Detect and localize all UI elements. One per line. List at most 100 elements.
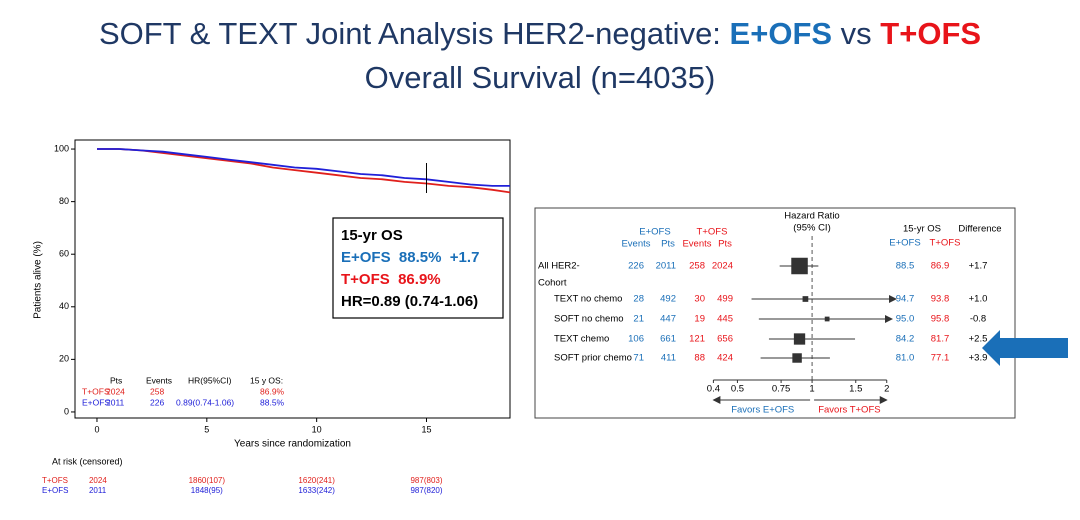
- annotation-box: [332, 217, 504, 319]
- diff-cell: -0.8: [970, 314, 986, 325]
- summary-cell: 88.5%: [260, 397, 285, 407]
- x-tick-label: 0.4: [707, 384, 720, 395]
- hr-box: [791, 257, 808, 275]
- x-tick-label: 0.75: [772, 384, 791, 395]
- count-cell: 656: [717, 334, 733, 345]
- x-tick-label: 0.5: [731, 384, 744, 395]
- os-column: E+OFS: [889, 238, 920, 249]
- annotation-line: T+OFS 86.9%: [341, 271, 441, 288]
- summary-header: Events: [146, 375, 172, 385]
- column-header: Pts: [718, 239, 732, 250]
- legend-label: E+OFS: [82, 397, 110, 407]
- count-cell: 411: [661, 353, 676, 364]
- count-cell: 71: [633, 353, 644, 364]
- summary-cell: 258: [150, 386, 164, 396]
- y-tick-label: 20: [59, 354, 69, 364]
- count-cell: 21: [633, 314, 644, 325]
- row-label: TEXT no chemo: [554, 294, 622, 305]
- diff-cell: +2.5: [969, 334, 988, 345]
- os-cell: 95.8: [931, 314, 950, 325]
- y-tick-label: 100: [54, 143, 69, 153]
- count-cell: 661: [660, 334, 676, 345]
- group-header: T+OFS: [697, 227, 728, 238]
- y-tick-label: 60: [59, 249, 69, 259]
- x-tick-label: 0: [94, 424, 99, 434]
- x-tick-label: 15: [422, 424, 432, 434]
- os-cell: 81.7: [931, 334, 950, 345]
- summary-header: 15 y OS:: [250, 375, 283, 385]
- row-label: All HER2-: [538, 261, 580, 272]
- hr-title: Hazard Ratio: [784, 211, 839, 222]
- count-cell: 2024: [712, 261, 733, 272]
- os-cell: 88.5: [896, 261, 915, 272]
- row-label: SOFT prior chemo: [554, 353, 632, 364]
- x-tick-label: 1: [809, 384, 814, 395]
- count-cell: 226: [628, 261, 644, 272]
- annotation-line: 15-yr OS: [341, 227, 403, 244]
- x-tick-label: 10: [312, 424, 322, 434]
- count-cell: 106: [628, 334, 644, 345]
- summary-cell: 2024: [106, 386, 125, 396]
- os-cell: 84.2: [896, 334, 915, 345]
- title-part: SOFT & TEXT Joint Analysis HER2-negative…: [98, 16, 730, 51]
- os-cell: 93.8: [931, 294, 950, 305]
- count-cell: 447: [660, 314, 676, 325]
- title-part: E+OFS: [729, 16, 833, 51]
- y-tick-label: 0: [64, 406, 69, 416]
- hr-box: [824, 316, 830, 322]
- survival-curve: [97, 148, 510, 187]
- hr-box: [792, 353, 802, 363]
- risk-cell: 1620(241): [298, 476, 335, 485]
- annotation-line: E+OFS 88.5% +1.7: [341, 249, 479, 266]
- forest-frame: [534, 207, 1016, 419]
- hr-box: [793, 333, 806, 345]
- risk-name: E+OFS: [42, 486, 68, 495]
- favors-label: Favors E+OFS: [731, 405, 794, 416]
- x-tick-label: 5: [204, 424, 209, 434]
- count-cell: 258: [689, 261, 705, 272]
- summary-cell: 226: [150, 397, 164, 407]
- column-header: Events: [621, 239, 650, 250]
- column-header: Events: [682, 239, 711, 250]
- x-axis-label: Years since randomization: [234, 439, 351, 450]
- row-label: TEXT chemo: [554, 334, 609, 345]
- count-cell: 445: [717, 314, 733, 325]
- favors-label: Favors T+OFS: [818, 405, 880, 416]
- count-cell: 424: [717, 353, 733, 364]
- diff-title: Difference: [958, 224, 1001, 235]
- row-label: SOFT no chemo: [554, 314, 624, 325]
- column-header: Pts: [661, 239, 675, 250]
- summary-cell: 86.9%: [260, 386, 285, 396]
- summary-header: Pts: [110, 375, 122, 385]
- count-cell: 19: [694, 314, 705, 325]
- os-cell: 94.7: [896, 294, 915, 305]
- slide-title: SOFT & TEXT Joint Analysis HER2-negative…: [0, 14, 1080, 54]
- risk-name: T+OFS: [42, 476, 68, 485]
- os-column: T+OFS: [930, 238, 961, 249]
- count-cell: 88: [694, 353, 705, 364]
- group-header: E+OFS: [639, 227, 670, 238]
- risk-cell: 1860(107): [189, 476, 226, 485]
- hr-box: [802, 296, 809, 302]
- count-cell: 492: [660, 294, 676, 305]
- diff-cell: +3.9: [969, 353, 988, 364]
- summary-cell: 0.89(0.74-1.06): [176, 397, 234, 407]
- os-cell: 86.9: [931, 261, 950, 272]
- count-cell: 28: [633, 294, 644, 305]
- summary-cell: 2011: [106, 397, 125, 407]
- count-cell: 499: [717, 294, 733, 305]
- km-frame: [74, 139, 511, 419]
- slide-subtitle: Overall Survival (n=4035): [364, 60, 716, 95]
- annotation-line: HR=0.89 (0.74-1.06): [341, 293, 478, 310]
- risk-cell: 1848(95): [191, 486, 223, 495]
- y-tick-label: 80: [59, 196, 69, 206]
- title-part: vs: [832, 16, 881, 51]
- os-title: 15-yr OS: [903, 224, 941, 235]
- count-cell: 30: [694, 294, 705, 305]
- count-cell: 2011: [656, 261, 676, 272]
- highlight-arrow: [982, 330, 1068, 366]
- os-cell: 77.1: [931, 353, 950, 364]
- os-cell: 81.0: [896, 353, 915, 364]
